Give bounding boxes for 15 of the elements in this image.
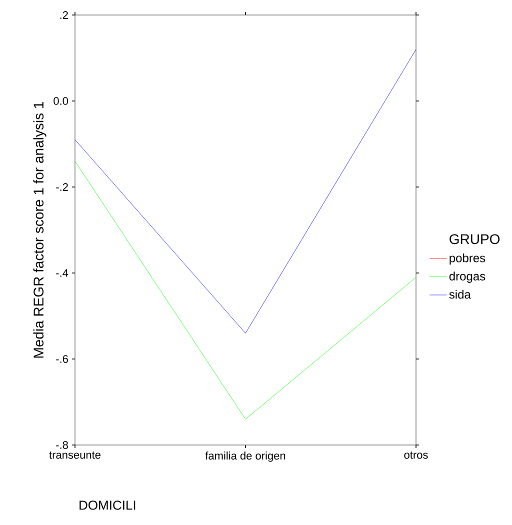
y-tick-label: -.4: [56, 269, 68, 277]
legend-label: sida: [449, 290, 471, 299]
x-tick-label: transeunte: [49, 452, 100, 459]
legend-label: drogas: [449, 272, 486, 283]
x-tick-label: otros: [404, 452, 428, 459]
y-axis-title: Media REGR factor score 1 for analysis 1: [33, 102, 46, 358]
y-tick-label: -.8: [56, 441, 68, 449]
y-tick-label: -.6: [56, 355, 68, 363]
y-tick-label: .2: [60, 11, 68, 19]
legend-title: GRUPO: [450, 234, 500, 244]
y-tick-label: -.2: [56, 183, 68, 191]
legend-label: pobres: [450, 253, 486, 265]
y-tick-label: 0.0: [54, 97, 68, 105]
x-axis-title: DOMICILI: [80, 500, 136, 510]
x-tick-label: familia de origen: [205, 452, 286, 462]
